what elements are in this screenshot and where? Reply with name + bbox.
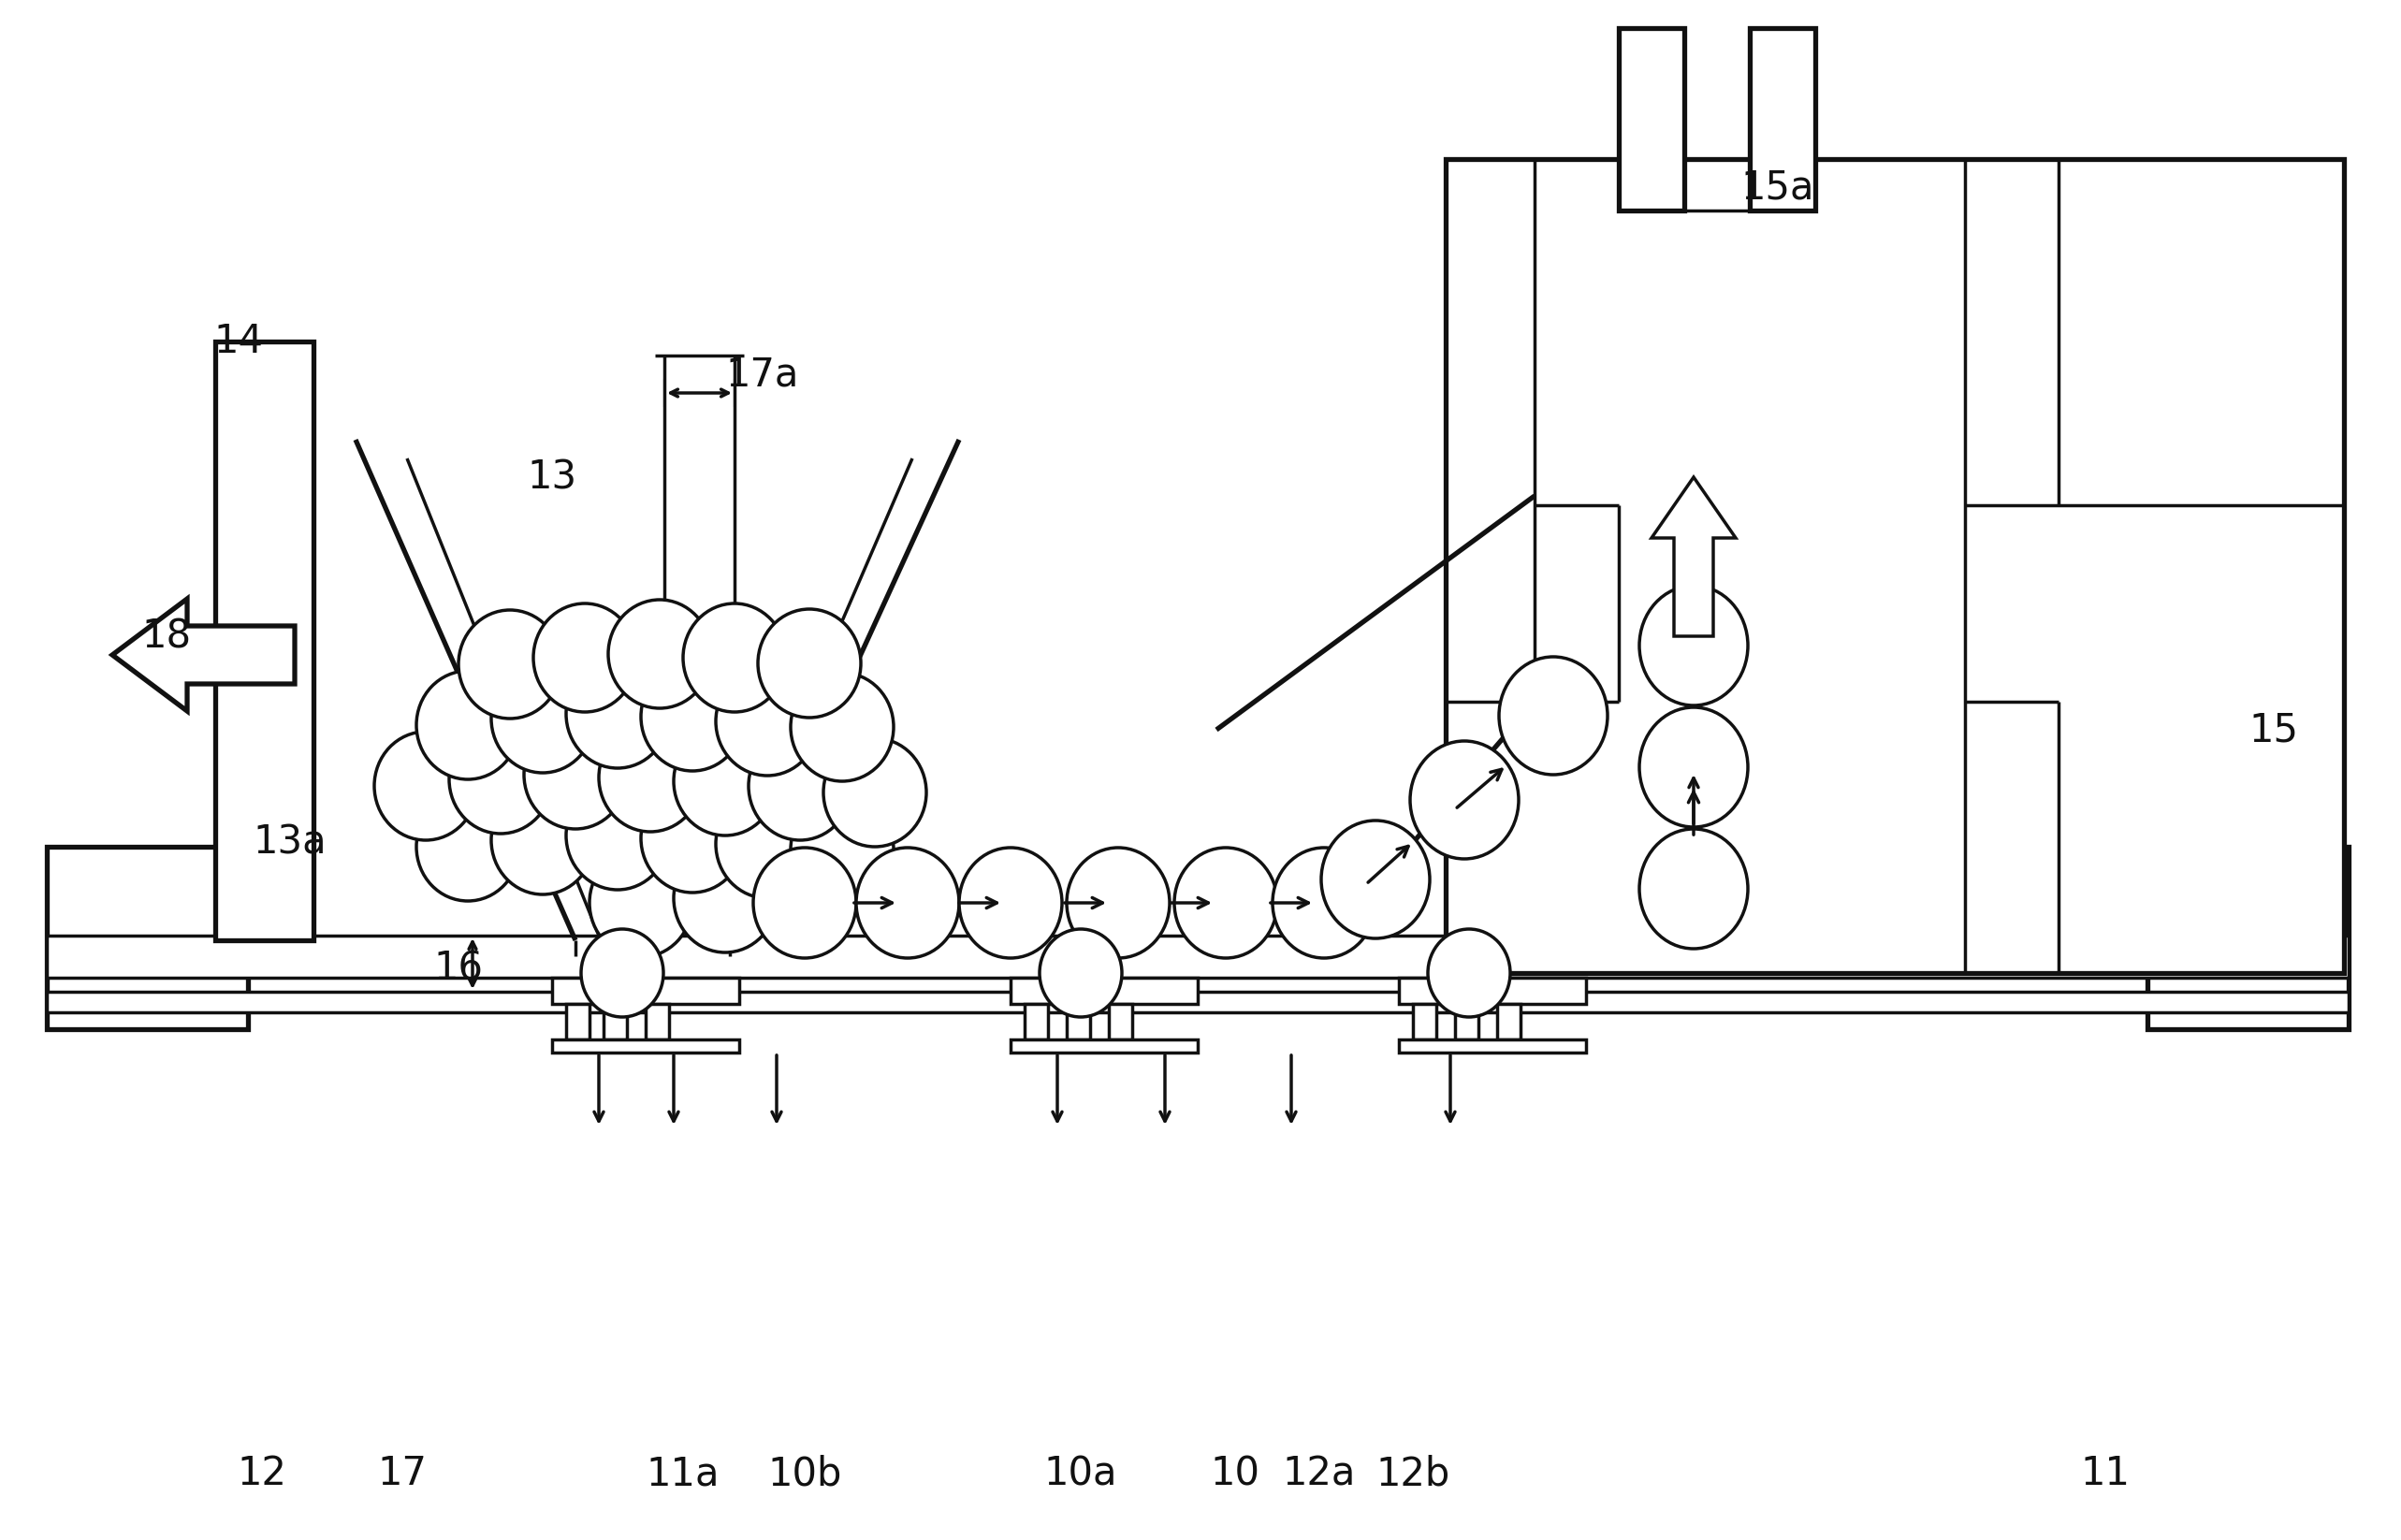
Text: 17a: 17a [725, 354, 800, 394]
Bar [46, 992, 2348, 1012]
Text: 13: 13 [528, 457, 576, 497]
Bar [552, 1040, 740, 1052]
Ellipse shape [1273, 847, 1376, 958]
Ellipse shape [415, 671, 519, 779]
Bar [1400, 978, 1587, 1004]
Ellipse shape [682, 604, 785, 711]
Bar [1412, 1004, 1436, 1040]
Ellipse shape [415, 793, 519, 901]
FancyArrow shape [1652, 477, 1736, 636]
Ellipse shape [1066, 847, 1169, 958]
Ellipse shape [754, 847, 857, 958]
Bar [1025, 1004, 1047, 1040]
Text: 16: 16 [435, 949, 483, 989]
Ellipse shape [641, 784, 744, 893]
Ellipse shape [824, 738, 927, 847]
Bar [1011, 978, 1198, 1004]
Bar [1498, 1004, 1520, 1040]
Bar [1455, 1004, 1479, 1040]
Ellipse shape [715, 667, 819, 776]
Text: 12a: 12a [1282, 1454, 1357, 1494]
Ellipse shape [449, 725, 552, 833]
Text: 13a: 13a [252, 822, 327, 862]
Ellipse shape [759, 610, 862, 718]
Ellipse shape [492, 664, 593, 773]
Bar [552, 978, 740, 1004]
Bar [1109, 1004, 1133, 1040]
Ellipse shape [715, 790, 819, 898]
Ellipse shape [958, 847, 1061, 958]
Ellipse shape [523, 721, 627, 829]
Ellipse shape [607, 599, 711, 708]
Ellipse shape [375, 732, 478, 841]
Ellipse shape [1174, 847, 1277, 958]
Text: 11a: 11a [646, 1454, 720, 1494]
Text: 12: 12 [238, 1454, 286, 1494]
Bar [1750, 28, 1815, 211]
Ellipse shape [1640, 707, 1748, 827]
Text: 18: 18 [142, 616, 192, 656]
Ellipse shape [581, 929, 663, 1016]
Bar [2146, 847, 2348, 1029]
Ellipse shape [790, 795, 893, 904]
Bar [1011, 1040, 1198, 1052]
Text: 10b: 10b [768, 1454, 843, 1494]
Ellipse shape [1429, 929, 1510, 1016]
Text: 15a: 15a [1741, 168, 1815, 206]
Ellipse shape [790, 673, 893, 781]
Bar [1618, 28, 1683, 211]
Ellipse shape [749, 732, 852, 841]
Ellipse shape [1640, 829, 1748, 949]
Ellipse shape [567, 781, 670, 890]
Bar [46, 847, 247, 1029]
Ellipse shape [1640, 585, 1748, 705]
Text: 17: 17 [377, 1454, 427, 1494]
Text: 10a: 10a [1044, 1454, 1116, 1494]
Ellipse shape [533, 604, 636, 711]
Bar [646, 1004, 670, 1040]
Bar [1400, 1040, 1587, 1052]
Ellipse shape [459, 610, 562, 719]
Ellipse shape [675, 844, 776, 952]
Ellipse shape [1498, 656, 1609, 775]
Bar [603, 1004, 627, 1040]
Ellipse shape [857, 847, 958, 958]
Text: 12b: 12b [1376, 1454, 1450, 1494]
Bar [1066, 1004, 1090, 1040]
Bar [1445, 159, 2343, 973]
Text: 10: 10 [1210, 1454, 1261, 1494]
Text: 14: 14 [214, 322, 264, 362]
Bar [567, 1004, 591, 1040]
Text: 11: 11 [2082, 1454, 2130, 1494]
Bar [216, 342, 315, 941]
Ellipse shape [1321, 821, 1429, 938]
Ellipse shape [567, 659, 670, 768]
Ellipse shape [1409, 741, 1520, 859]
Ellipse shape [641, 662, 744, 772]
Text: 15: 15 [2250, 710, 2298, 750]
Ellipse shape [492, 785, 593, 895]
Ellipse shape [675, 727, 776, 836]
Bar [46, 936, 2348, 978]
Ellipse shape [1040, 929, 1121, 1016]
FancyArrow shape [113, 599, 295, 711]
Ellipse shape [591, 849, 691, 958]
Ellipse shape [598, 724, 701, 832]
